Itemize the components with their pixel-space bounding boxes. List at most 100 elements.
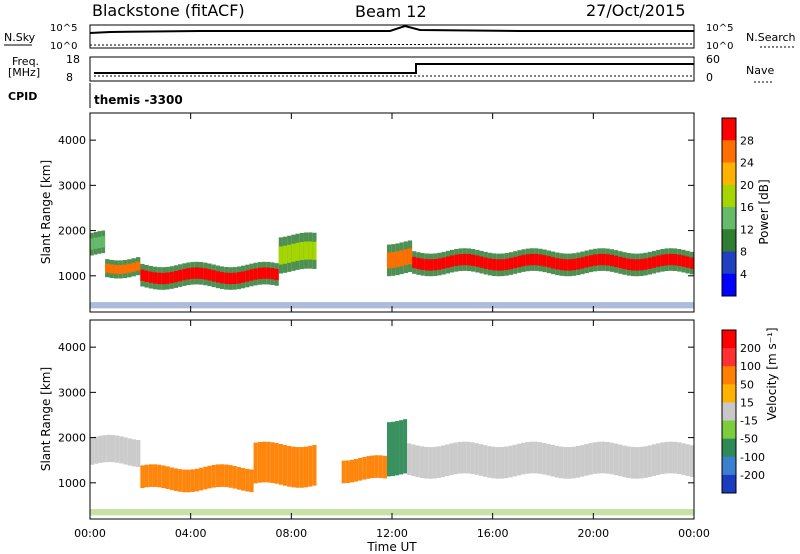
power-band-core	[101, 236, 106, 248]
power-band-core	[614, 255, 619, 268]
velocity-band-cell	[685, 444, 690, 476]
power-band-core	[479, 256, 484, 268]
velocity-band-cell	[110, 435, 116, 463]
power-band-core	[127, 263, 132, 273]
velocity-band-cell	[558, 446, 564, 479]
power-band-core	[220, 272, 225, 284]
velocity-band-cell	[668, 441, 673, 474]
power-colorbar-tick: 4	[740, 268, 747, 281]
velocity-band-cell	[550, 444, 555, 477]
velocity-band-cell	[374, 455, 379, 478]
power-colorbar-segment	[722, 162, 736, 186]
power-band-core	[412, 256, 417, 269]
velocity-colorbar-segment	[722, 402, 736, 422]
power-ytick-label: 1000	[58, 270, 86, 283]
power-band-core	[433, 259, 438, 271]
power-band-core	[113, 264, 119, 274]
power-band-core	[622, 257, 627, 270]
power-ytick-label: 2000	[58, 225, 86, 238]
nave-label: Nave	[746, 64, 774, 77]
power-band-core	[656, 255, 661, 267]
velocity-band-cell	[186, 469, 191, 493]
velocity-band-cell	[182, 469, 187, 493]
velocity-band-cell	[592, 442, 597, 474]
power-colorbar-segment	[722, 184, 736, 208]
x-tick-label: 00:00	[74, 527, 106, 540]
power-band-core	[681, 255, 686, 267]
power-band-core	[420, 258, 425, 270]
power-band-core	[135, 261, 141, 271]
power-band-core	[546, 256, 551, 268]
velocity-band-cell	[432, 446, 437, 479]
velocity-band-cell	[660, 442, 665, 475]
velocity-band-cell	[474, 443, 479, 475]
velocity-band-cell	[605, 441, 610, 474]
power-band-core	[236, 272, 241, 284]
power-band-core	[689, 257, 694, 269]
velocity-colorbar-segment	[722, 474, 736, 494]
power-band-core	[386, 252, 392, 269]
power-band-core	[416, 257, 421, 270]
velocity-band-cell	[308, 445, 313, 487]
velocity-band-cell	[423, 446, 429, 479]
freq-tick-top: 18	[66, 53, 80, 66]
velocity-band-cell	[278, 443, 283, 485]
power-band-core	[605, 254, 610, 266]
power-band-core	[525, 254, 530, 266]
velocity-band-cell	[152, 464, 158, 487]
velocity-band-cell	[102, 435, 107, 463]
velocity-band-cell	[354, 458, 359, 482]
power-band-core	[287, 244, 292, 263]
freq-label: Freq.	[12, 55, 39, 68]
velocity-band-cell	[601, 441, 606, 474]
velocity-band-cell	[241, 468, 246, 491]
power-band-core	[660, 254, 665, 266]
velocity-band-cell	[580, 445, 585, 477]
power-band-core	[194, 267, 200, 279]
velocity-band-cell	[378, 455, 383, 478]
power-band-core	[90, 238, 94, 250]
power-band-core	[182, 268, 187, 281]
freq-unit: [MHz]	[8, 66, 40, 79]
velocity-band-cell	[236, 467, 241, 490]
velocity-heatmap	[90, 419, 694, 516]
velocity-band-cell	[245, 468, 250, 492]
velocity-band-cell	[643, 446, 648, 478]
velocity-band-cell	[203, 466, 208, 490]
power-band-core	[109, 264, 114, 274]
velocity-band-cell	[266, 441, 271, 483]
velocity-band-cell	[584, 444, 589, 476]
velocity-band-cell	[499, 446, 505, 479]
velocity-band-cell	[228, 465, 233, 488]
velocity-band-cell	[127, 438, 132, 466]
power-band-core	[639, 259, 644, 271]
velocity-band-cell	[483, 445, 488, 477]
x-tick-label: 12:00	[376, 527, 408, 540]
velocity-band-cell	[257, 441, 262, 483]
velocity-band-cell	[173, 468, 179, 492]
velocity-band-cell	[525, 442, 530, 474]
power-band-core	[395, 251, 400, 268]
power-band-core	[567, 259, 572, 271]
velocity-band-cell	[295, 447, 300, 488]
power-band-core	[207, 269, 212, 281]
power-heatmap	[90, 230, 694, 309]
velocity-band-cell	[207, 465, 212, 489]
velocity-band-cell	[161, 465, 166, 489]
velocity-band-cell	[140, 465, 145, 489]
power-band-core	[118, 264, 123, 274]
power-band-core	[295, 242, 300, 261]
velocity-band-cell	[533, 441, 538, 474]
velocity-band-cell	[681, 443, 686, 475]
power-ytick-label: 3000	[58, 179, 86, 192]
velocity-band-cell	[144, 464, 149, 488]
power-band-core	[203, 268, 208, 280]
velocity-band-cell	[487, 446, 492, 478]
power-band-core	[152, 272, 158, 284]
velocity-band-cell	[428, 447, 433, 479]
velocity-band-cell	[399, 420, 404, 475]
velocity-band-cell	[567, 447, 572, 479]
velocity-band-cell	[571, 446, 576, 479]
power-band-core	[445, 256, 450, 268]
velocity-band-cell	[232, 465, 237, 489]
